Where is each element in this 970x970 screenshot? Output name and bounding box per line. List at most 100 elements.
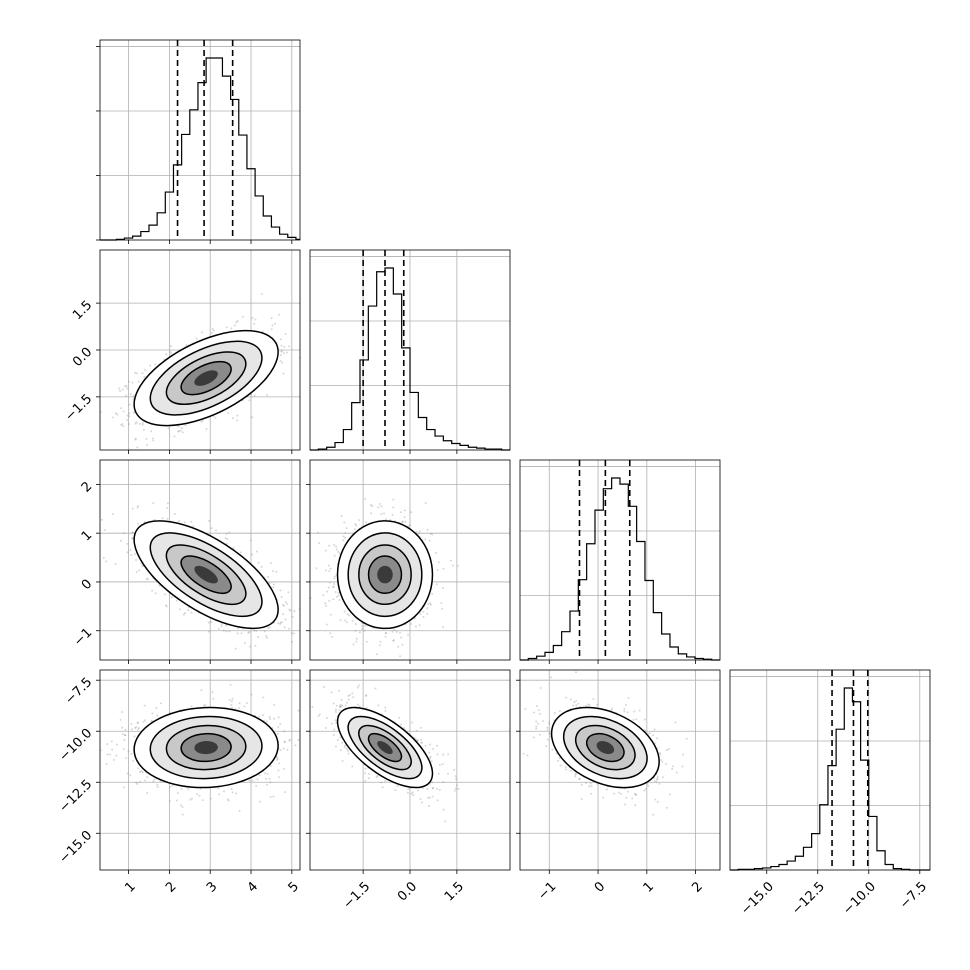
- scatter-panel-2-0: [96, 459, 301, 665]
- scatter-point: [232, 547, 235, 550]
- scatter-point: [105, 763, 108, 766]
- scatter-point: [358, 631, 361, 634]
- scatter-point: [152, 780, 155, 783]
- scatter-point: [327, 586, 330, 589]
- scatter-point: [279, 621, 282, 624]
- scatter-point: [284, 601, 287, 604]
- scatter-point: [383, 512, 386, 515]
- scatter-point: [125, 394, 128, 397]
- scatter-point: [225, 532, 228, 535]
- scatter-point: [231, 706, 234, 709]
- scatter-point: [282, 747, 285, 750]
- scatter-point: [275, 663, 277, 665]
- scatter-point: [124, 385, 127, 388]
- scatter-point: [317, 531, 320, 534]
- scatter-point: [171, 784, 174, 787]
- scatter-point: [435, 583, 438, 586]
- scatter-point: [255, 550, 258, 553]
- scatter-point: [145, 438, 148, 441]
- scatter-point: [179, 429, 182, 432]
- scatter-point: [120, 407, 123, 410]
- scatter-point: [106, 743, 109, 746]
- scatter-point: [355, 640, 358, 643]
- scatter-point: [328, 599, 331, 602]
- scatter-point: [141, 422, 144, 425]
- scatter-point: [254, 644, 257, 647]
- scatter-point: [208, 519, 211, 522]
- scatter-point: [151, 712, 154, 715]
- scatter-point: [188, 455, 190, 457]
- scatter-point: [417, 532, 420, 535]
- scatter-point: [399, 511, 402, 514]
- scatter-point: [346, 613, 349, 616]
- scatter-point: [379, 640, 382, 643]
- scatter-point: [129, 393, 132, 396]
- scatter-point: [253, 394, 256, 397]
- scatter-point: [378, 502, 381, 505]
- scatter-point: [111, 416, 114, 419]
- scatter-point: [407, 633, 410, 636]
- scatter-point: [290, 632, 293, 635]
- scatter-point: [236, 419, 239, 422]
- scatter-point: [166, 502, 169, 505]
- scatter-point: [324, 569, 327, 572]
- scatter-point: [266, 394, 269, 397]
- scatter-point: [407, 525, 410, 528]
- scatter-point: [375, 653, 378, 656]
- scatter-point: [391, 630, 394, 633]
- scatter-point: [307, 315, 309, 317]
- scatter-point: [170, 596, 173, 599]
- panel-frame: [729, 669, 931, 871]
- scatter-point: [201, 331, 204, 334]
- scatter-point: [392, 498, 395, 501]
- scatter-point: [440, 607, 443, 610]
- scatter-point: [210, 621, 213, 624]
- scatter-point: [265, 634, 268, 637]
- scatter-point: [233, 324, 236, 327]
- scatter-point: [119, 390, 122, 393]
- scatter-point: [279, 359, 282, 362]
- scatter-point: [208, 630, 211, 633]
- scatter-point: [318, 542, 321, 545]
- scatter-point: [131, 507, 134, 510]
- scatter-point: [143, 704, 146, 707]
- scatter-point: [265, 783, 268, 786]
- scatter-point: [154, 363, 157, 366]
- scatter-point: [274, 322, 277, 325]
- scatter-point: [269, 795, 272, 798]
- scatter-point: [251, 416, 254, 419]
- scatter-point: [165, 353, 168, 356]
- scatter-point: [399, 655, 402, 658]
- scatter-point: [207, 621, 210, 624]
- scatter-point: [283, 345, 286, 348]
- scatter-point: [181, 431, 184, 434]
- scatter-point: [280, 596, 283, 599]
- scatter-point: [335, 595, 338, 598]
- scatter-point: [212, 329, 215, 332]
- scatter-point: [342, 535, 345, 538]
- scatter-point: [135, 571, 138, 574]
- scatter-point: [335, 548, 338, 551]
- scatter-point: [156, 785, 159, 788]
- scatter-point: [304, 345, 306, 347]
- scatter-point: [333, 575, 336, 578]
- scatter-point: [228, 698, 231, 701]
- scatter-point: [279, 723, 282, 726]
- panel-frame: [519, 459, 721, 661]
- scatter-point: [100, 749, 102, 752]
- scatter-point: [248, 631, 251, 634]
- scatter-point: [442, 586, 445, 589]
- scatter-point: [358, 519, 361, 522]
- scatter-point: [230, 700, 233, 703]
- scatter-point: [178, 608, 181, 611]
- scatter-point: [231, 697, 234, 700]
- scatter-point: [371, 505, 374, 508]
- scatter-point: [339, 619, 342, 622]
- scatter-point: [116, 413, 119, 416]
- scatter-point: [370, 512, 373, 515]
- scatter-point: [166, 507, 169, 510]
- scatter-point: [361, 627, 364, 630]
- scatter-point: [271, 570, 274, 573]
- scatter-point: [122, 425, 125, 428]
- scatter-point: [131, 531, 134, 534]
